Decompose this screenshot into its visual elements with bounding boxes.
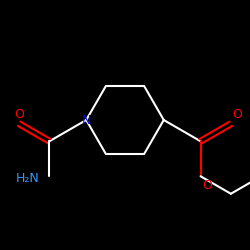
Text: O: O bbox=[14, 108, 24, 121]
Text: O: O bbox=[232, 108, 242, 121]
Text: O: O bbox=[202, 179, 212, 192]
Text: H₂N: H₂N bbox=[16, 172, 40, 185]
Text: N: N bbox=[82, 114, 91, 126]
